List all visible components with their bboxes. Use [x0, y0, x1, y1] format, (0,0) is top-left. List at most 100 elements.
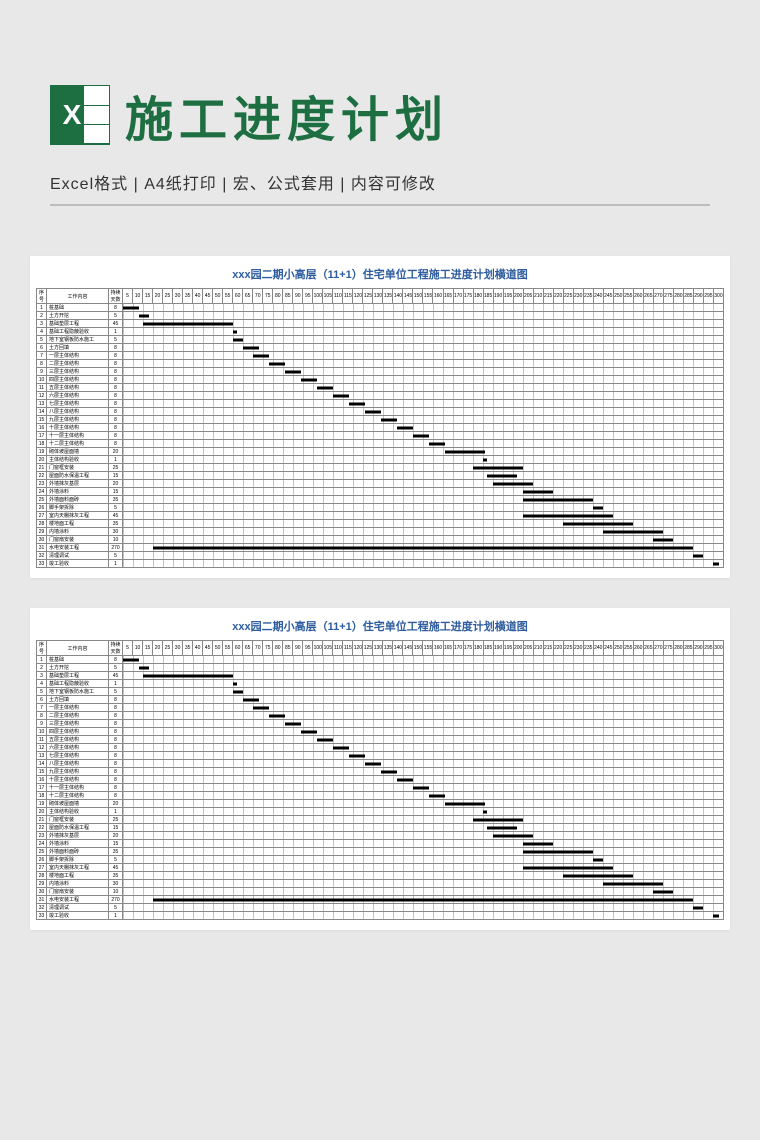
- task-name: 三层主体结构: [47, 368, 109, 376]
- task-index: 10: [37, 376, 47, 384]
- task-days: 25: [109, 816, 123, 824]
- task-index: 20: [37, 808, 47, 816]
- task-name: 基础工程隐蔽验收: [47, 680, 109, 688]
- task-row: 3基础垫层工程45: [37, 672, 724, 680]
- task-name: 竣工验收: [47, 912, 109, 920]
- task-index: 4: [37, 680, 47, 688]
- gantt-bar: [333, 746, 349, 749]
- task-name: 水电安装工程: [47, 896, 109, 904]
- timeline-tick: 145: [403, 641, 413, 656]
- main-title: 施工进度计划: [125, 80, 449, 150]
- task-name: 八层主体结构: [47, 408, 109, 416]
- timeline-tick: 290: [693, 289, 703, 304]
- gantt-bar: [243, 698, 259, 701]
- gantt-cells: [123, 328, 724, 336]
- timeline-tick: 190: [493, 289, 503, 304]
- subtitle-part: 宏、公式套用: [233, 176, 335, 193]
- timeline-tick: 85: [283, 641, 293, 656]
- timeline-tick: 100: [313, 641, 323, 656]
- task-days: 8: [109, 744, 123, 752]
- gantt-bar: [333, 394, 349, 397]
- task-row: 6土方回填8: [37, 344, 724, 352]
- gantt-bar: [233, 330, 237, 333]
- gantt-bar: [523, 842, 553, 845]
- task-row: 20主体结构验收1: [37, 456, 724, 464]
- timeline-tick: 25: [163, 289, 173, 304]
- task-index: 4: [37, 328, 47, 336]
- task-row: 8二层主体结构8: [37, 360, 724, 368]
- task-name: 室内天棚抹灰工程: [47, 864, 109, 872]
- timeline-tick: 70: [253, 289, 263, 304]
- gantt-cells: [123, 728, 724, 736]
- timeline-tick: 85: [283, 289, 293, 304]
- timeline-tick: 110: [333, 289, 343, 304]
- gantt-cells: [123, 656, 724, 664]
- timeline-tick: 30: [173, 641, 183, 656]
- gantt-cells: [123, 504, 724, 512]
- task-index: 8: [37, 360, 47, 368]
- task-index: 9: [37, 720, 47, 728]
- gantt-cells: [123, 416, 724, 424]
- task-days: 15: [109, 472, 123, 480]
- timeline-tick: 240: [593, 641, 603, 656]
- task-days: 5: [109, 856, 123, 864]
- chart-title: xxx园二期小高层（11+1）住宅单位工程施工进度计划横道图: [36, 266, 724, 282]
- task-index: 28: [37, 520, 47, 528]
- gantt-bar: [603, 882, 663, 885]
- gantt-cells: [123, 320, 724, 328]
- task-row: 32清理调试5: [37, 552, 724, 560]
- gantt-bar: [593, 506, 603, 509]
- task-name: 一层主体结构: [47, 704, 109, 712]
- gantt-bar: [473, 466, 523, 469]
- task-index: 9: [37, 368, 47, 376]
- task-days: 8: [109, 752, 123, 760]
- task-days: 35: [109, 520, 123, 528]
- gantt-cells: [123, 408, 724, 416]
- task-index: 11: [37, 736, 47, 744]
- task-index: 15: [37, 768, 47, 776]
- task-days: 8: [109, 768, 123, 776]
- gantt-bar: [243, 346, 259, 349]
- task-row: 13七层主体结构8: [37, 400, 724, 408]
- excel-icon-letter: X: [63, 99, 82, 131]
- task-name: 砌体坡屋面墙: [47, 448, 109, 456]
- gantt-cells: [123, 304, 724, 312]
- task-name: 桩基础: [47, 656, 109, 664]
- task-index: 33: [37, 560, 47, 568]
- gantt-cells: [123, 472, 724, 480]
- gantt-bar: [487, 826, 517, 829]
- task-row: 18十二层主体结构8: [37, 440, 724, 448]
- timeline-tick: 5: [123, 641, 133, 656]
- gantt-cells: [123, 432, 724, 440]
- timeline-tick: 285: [683, 289, 693, 304]
- col-days: 持续天数: [109, 641, 123, 656]
- timeline-tick: 190: [493, 641, 503, 656]
- timeline-tick: 270: [653, 641, 663, 656]
- gantt-bar: [269, 714, 285, 717]
- gantt-bar: [349, 402, 365, 405]
- task-index: 2: [37, 664, 47, 672]
- timeline-tick: 20: [153, 641, 163, 656]
- timeline-tick: 170: [453, 641, 463, 656]
- task-days: 5: [109, 688, 123, 696]
- task-name: 六层主体结构: [47, 392, 109, 400]
- gantt-bar: [713, 562, 719, 565]
- task-name: 十一层主体结构: [47, 432, 109, 440]
- gantt-bar: [523, 514, 613, 517]
- gantt-bar: [123, 306, 139, 309]
- task-row: 29内墙涂料30: [37, 880, 724, 888]
- timeline-tick: 80: [273, 289, 283, 304]
- task-days: 35: [109, 872, 123, 880]
- task-name: 内墙涂料: [47, 880, 109, 888]
- gantt-cells: [123, 384, 724, 392]
- task-name: 五层主体结构: [47, 736, 109, 744]
- task-index: 12: [37, 744, 47, 752]
- task-name: 土方回填: [47, 344, 109, 352]
- gantt-cells: [123, 808, 724, 816]
- task-days: 15: [109, 488, 123, 496]
- task-days: 270: [109, 544, 123, 552]
- gantt-bar: [253, 706, 269, 709]
- gantt-bar: [593, 858, 603, 861]
- timeline-tick: 25: [163, 641, 173, 656]
- timeline-tick: 295: [703, 641, 713, 656]
